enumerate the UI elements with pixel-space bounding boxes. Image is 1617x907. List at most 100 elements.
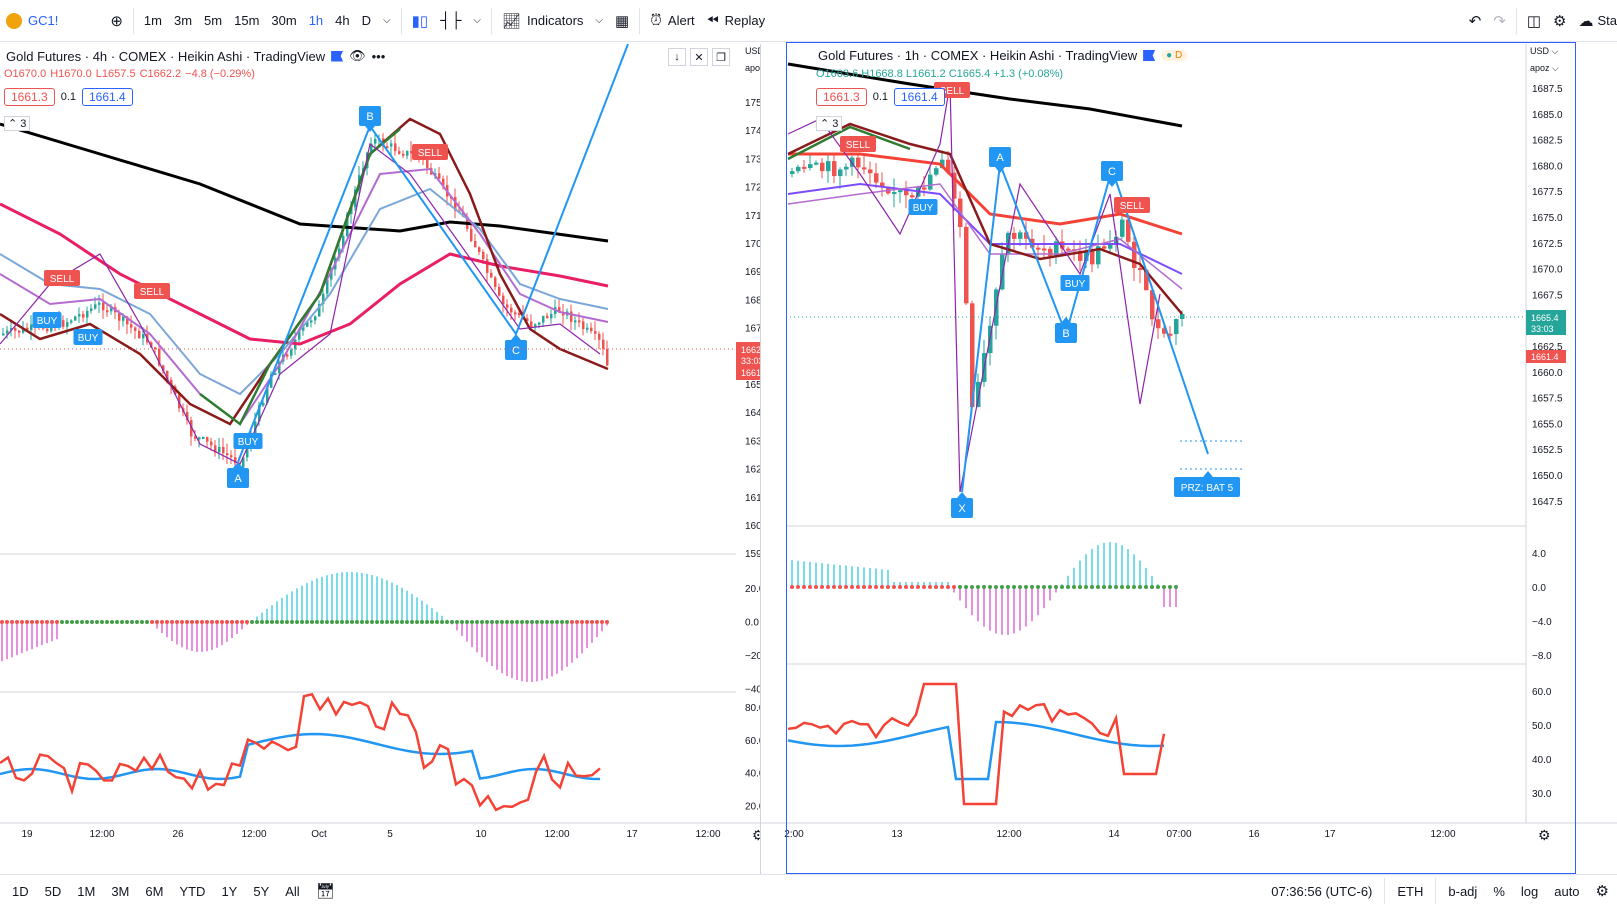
- flag-icon[interactable]: [1143, 50, 1156, 61]
- sell-price-button[interactable]: 1661.3: [4, 88, 55, 106]
- last-price-tag-bg: [1526, 310, 1566, 335]
- zero-dot: [120, 620, 124, 624]
- plus-circle-icon: ⊕: [110, 12, 123, 30]
- right-chart-pane[interactable]: 1687.5 1685.0 1682.5 1680.0 1677.5 1675.0 1672…: [760, 44, 1617, 864]
- adjust-toggle[interactable]: b-adj: [1448, 883, 1478, 899]
- candle-body: [138, 330, 141, 339]
- range-5d[interactable]: 5D: [44, 883, 62, 899]
- interval-3m[interactable]: 3m: [173, 13, 193, 28]
- zero-dot: [1012, 585, 1016, 589]
- zero-dot: [1156, 585, 1160, 589]
- price-tick-label: 1690.0: [745, 267, 760, 278]
- time-tick-label: Oct: [311, 829, 327, 840]
- log-toggle[interactable]: log: [1520, 883, 1539, 899]
- zero-dot: [862, 585, 866, 589]
- chart-type-dropdown[interactable]: ⌵: [467, 0, 487, 42]
- range-1d[interactable]: 1D: [12, 883, 29, 899]
- zero-dot: [1060, 585, 1064, 589]
- price-tick-label: 1667.5: [1532, 290, 1563, 301]
- indicators-dropdown[interactable]: ⌵: [589, 0, 609, 42]
- candle-body: [582, 321, 585, 330]
- alert-button[interactable]: ⏰︎ Alert: [644, 0, 700, 42]
- left-chart-canvas[interactable]: 1750.01740.01730.01720.01710.01700.01690…: [0, 44, 760, 874]
- zero-dot: [145, 620, 149, 624]
- zero-dot: [826, 585, 830, 589]
- interval-dropdown[interactable]: ⌵: [377, 0, 397, 42]
- range-1y[interactable]: 1Y: [221, 883, 238, 899]
- indicators-icon: 📈︎: [502, 12, 522, 30]
- more-icon[interactable]: •••: [371, 48, 386, 64]
- layout-button[interactable]: ◫: [1521, 0, 1547, 42]
- candle-body: [78, 314, 81, 317]
- price-tick-label: 1680.0: [745, 295, 760, 306]
- range-6m[interactable]: 6M: [145, 883, 164, 899]
- range-all[interactable]: All: [285, 883, 300, 899]
- arrow-down-icon[interactable]: ↓: [668, 48, 686, 66]
- candle-body: [50, 326, 53, 332]
- interval-5m[interactable]: 5m: [204, 13, 223, 28]
- candle-body: [298, 330, 301, 340]
- close-icon[interactable]: ✕: [690, 48, 708, 66]
- clock-display[interactable]: 07:36:56 (UTC-6): [1271, 883, 1373, 899]
- price-tick-label: 1730.0: [745, 154, 760, 165]
- eye-icon[interactable]: 👁︎: [349, 48, 366, 63]
- buy-price-button[interactable]: 1661.4: [82, 88, 133, 106]
- interval-1m[interactable]: 1m: [143, 13, 162, 28]
- candle-body: [102, 302, 105, 311]
- range-ytd[interactable]: YTD: [179, 883, 206, 899]
- interval-1h[interactable]: 1h: [308, 13, 324, 28]
- zero-dot: [450, 620, 454, 624]
- zero-dot: [375, 620, 379, 624]
- range-5y[interactable]: 5Y: [253, 883, 270, 899]
- chart-type-bars-button[interactable]: ┤├: [434, 0, 467, 42]
- pattern-label-a-bg: [989, 147, 1011, 167]
- templates-button[interactable]: ▦: [609, 0, 635, 42]
- interval-4h[interactable]: 4h: [335, 13, 350, 28]
- candles-icon: ▮▯: [411, 12, 429, 30]
- indicators-button[interactable]: 📈︎ Indicators: [496, 0, 589, 42]
- compare-add-button[interactable]: ⊕: [104, 0, 129, 42]
- auto-toggle[interactable]: auto: [1554, 883, 1580, 899]
- buy-price-button[interactable]: 1661.4: [894, 88, 945, 106]
- candle-body: [266, 387, 269, 403]
- restore-icon[interactable]: ❐: [712, 48, 730, 66]
- symbol-search-button[interactable]: GC1!: [0, 0, 64, 42]
- session-toggle[interactable]: ETH: [1397, 883, 1424, 899]
- zero-dot: [790, 585, 794, 589]
- left-indicator-toggle[interactable]: ⌃ 3: [4, 116, 31, 131]
- right-chart-canvas[interactable]: 1687.5 1685.0 1682.5 1680.0 1677.5 1675.0 1672…: [760, 44, 1617, 874]
- save-cloud-button[interactable]: ☁ Sta: [1572, 0, 1617, 42]
- undo-button[interactable]: ↶: [1463, 0, 1488, 42]
- zero-dot: [1162, 585, 1166, 589]
- interval-15m[interactable]: 15m: [234, 13, 260, 28]
- range-1m[interactable]: 1M: [77, 883, 96, 899]
- chart-type-candles-button[interactable]: ▮▯: [406, 0, 435, 42]
- right-indicator-toggle[interactable]: ⌃ 3: [816, 116, 843, 131]
- divider: [1435, 878, 1437, 904]
- time-tick-label: 12:00: [996, 829, 1021, 840]
- zero-dot: [1150, 585, 1154, 589]
- zero-dot: [1000, 585, 1004, 589]
- interval-D[interactable]: D: [361, 13, 372, 28]
- range-3m[interactable]: 3M: [111, 883, 130, 899]
- settings-button[interactable]: ⚙: [1547, 0, 1572, 42]
- ma-green-line: [199, 128, 401, 426]
- flag-icon[interactable]: [331, 50, 344, 62]
- interval-30m[interactable]: 30m: [271, 13, 297, 28]
- percent-toggle[interactable]: %: [1493, 883, 1505, 899]
- signal-sell: SELL: [418, 148, 443, 159]
- date-range-button[interactable]: 📅︎: [308, 882, 343, 900]
- alarm-clock-icon: ⏰︎: [650, 12, 662, 29]
- replay-button[interactable]: ⏪︎ Replay: [701, 0, 771, 42]
- sell-price-button[interactable]: 1661.3: [816, 88, 867, 106]
- interval-group: 1m 3m 5m 15m 30m 1h 4h D: [138, 0, 377, 42]
- ma-violet-line: [0, 167, 609, 426]
- price-tick-label: 1652.5: [1532, 445, 1563, 456]
- redo-button[interactable]: ↷: [1487, 0, 1512, 42]
- signal-buy: BUY: [78, 333, 99, 344]
- left-chart-pane[interactable]: 1750.01740.01730.01720.01710.01700.01690…: [0, 44, 760, 864]
- candle-body: [1174, 319, 1179, 335]
- settings-button[interactable]: ⚙: [1588, 882, 1617, 900]
- pane-divider[interactable]: [760, 44, 761, 874]
- osc1-tick-label: −40.0: [745, 685, 760, 696]
